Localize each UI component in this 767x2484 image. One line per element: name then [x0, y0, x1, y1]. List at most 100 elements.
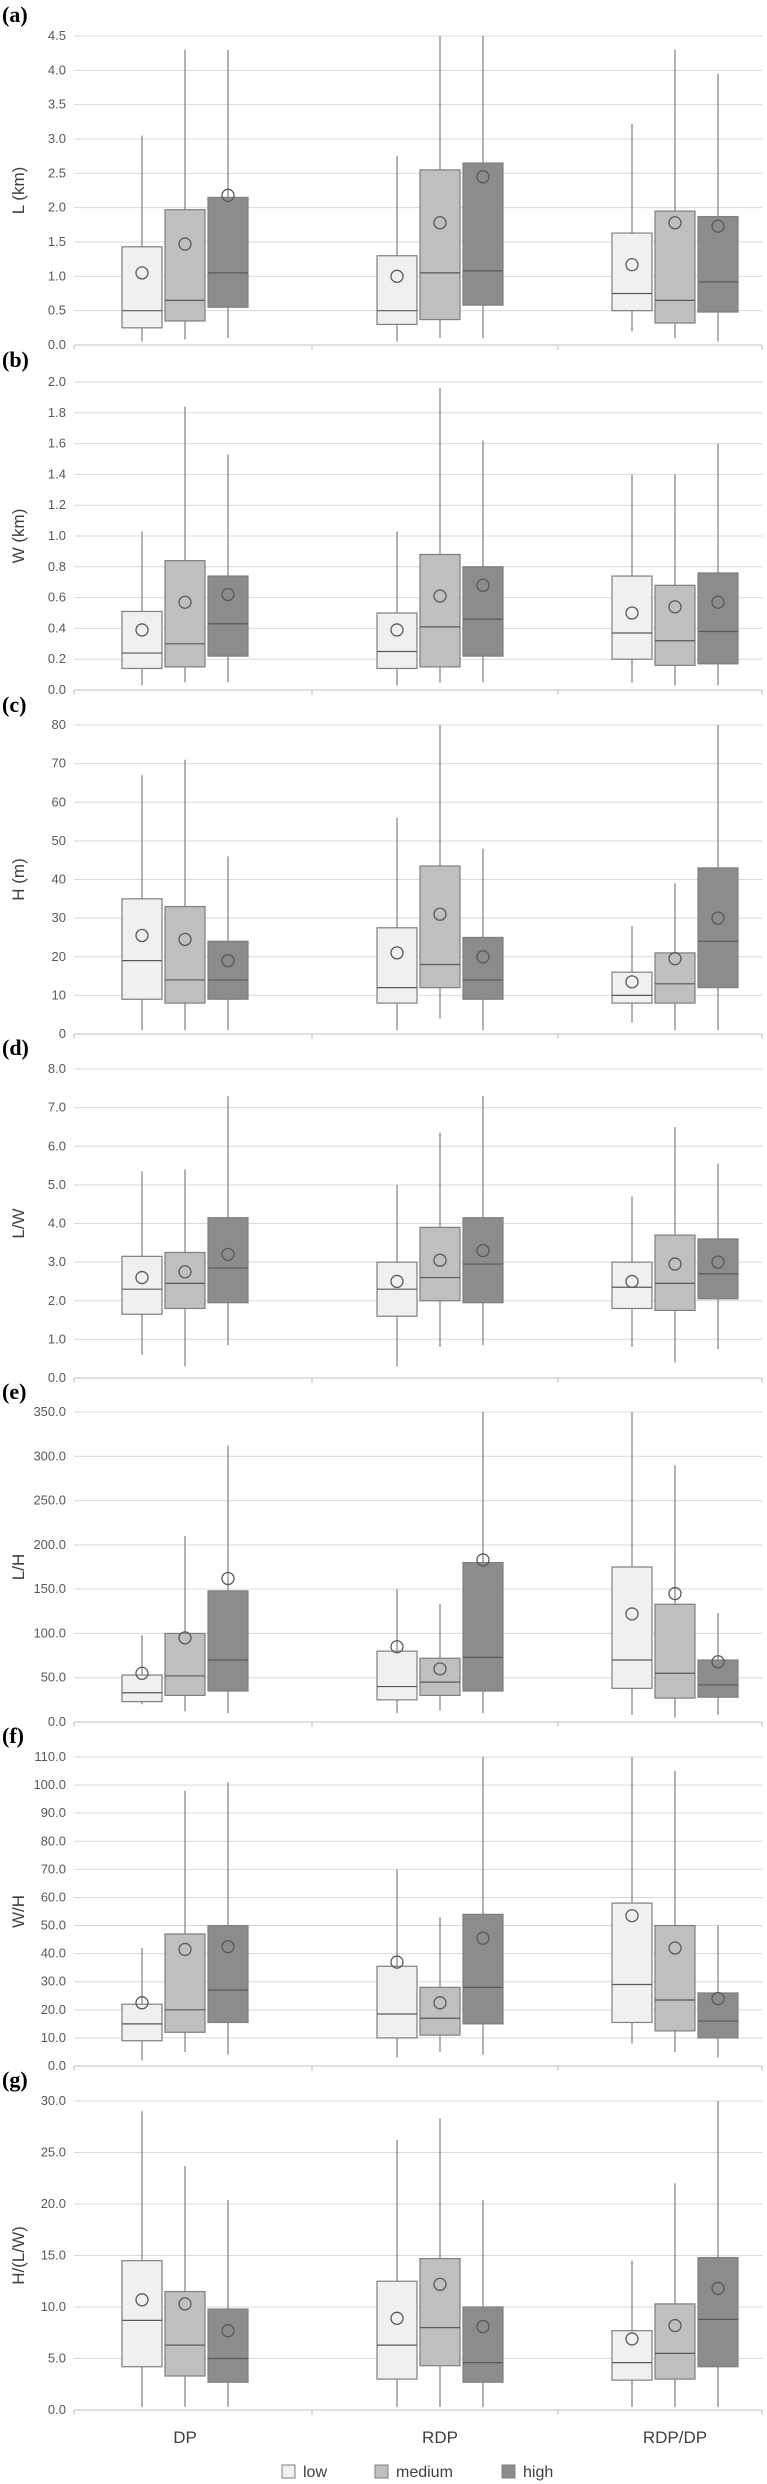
y-tick-label: 10 — [52, 987, 66, 1002]
y-tick-label: 40.0 — [41, 1946, 66, 1961]
box-low — [376, 1965, 418, 2039]
box-low — [121, 1255, 163, 1315]
y-tick-label: 15.0 — [41, 2248, 66, 2263]
box-medium — [654, 2303, 696, 2380]
mean-marker — [135, 1996, 149, 2010]
y-tick-label: 3.0 — [48, 1254, 66, 1269]
y-tick-label: 50 — [52, 833, 66, 848]
box-high — [462, 566, 504, 657]
mean-marker — [476, 578, 490, 592]
box-high — [207, 1590, 249, 1692]
box-high — [207, 196, 249, 308]
box-low — [376, 1650, 418, 1701]
panel-label: (d) — [2, 1035, 29, 1060]
mean-marker — [221, 1571, 235, 1586]
box-medium — [654, 952, 696, 1004]
mean-marker — [135, 2293, 149, 2307]
mean-marker — [390, 269, 404, 283]
y-tick-label: 1.5 — [48, 234, 66, 249]
y-tick-label: 350.0 — [33, 1404, 66, 1419]
y-tick-label: 1.4 — [48, 466, 66, 481]
y-tick-label: 30 — [52, 910, 66, 925]
mean-marker — [135, 1666, 149, 1680]
mean-marker — [390, 946, 404, 960]
y-tick-label: 20.0 — [41, 2196, 66, 2211]
y-tick-label: 20.0 — [41, 2002, 66, 2017]
box-low — [376, 2280, 418, 2380]
box-low — [121, 610, 163, 670]
legend-label-high: high — [523, 2464, 553, 2481]
box-high — [697, 1238, 739, 1300]
mean-marker — [178, 1265, 192, 1279]
box-high — [697, 215, 739, 313]
y-tick-label: 60 — [52, 794, 66, 809]
mean-marker — [390, 2311, 404, 2325]
box-high — [697, 1659, 739, 1698]
panel-label: (g) — [2, 2067, 28, 2092]
mean-marker — [476, 1553, 490, 1567]
mean-marker — [221, 587, 235, 602]
mean-marker — [178, 595, 192, 609]
y-tick-label: 80 — [52, 717, 66, 732]
panel-label: (f) — [2, 1723, 24, 1748]
mean-marker — [625, 975, 639, 989]
legend-swatch-low — [281, 2464, 296, 2479]
box-medium — [164, 2290, 206, 2377]
mean-marker — [711, 911, 725, 925]
y-tick-label: 3.0 — [48, 131, 66, 146]
mean-marker — [625, 1274, 639, 1289]
mean-marker — [433, 216, 447, 230]
y-tick-label: 0.0 — [48, 682, 66, 697]
box-low — [376, 255, 418, 326]
box-high — [697, 572, 739, 665]
mean-marker — [221, 1247, 235, 1262]
y-axis-label: L/W — [9, 1208, 28, 1238]
y-tick-label: 3.5 — [48, 97, 66, 112]
legend-swatch-medium — [374, 2464, 389, 2479]
box-medium — [164, 1251, 206, 1310]
mean-marker — [625, 1607, 639, 1621]
box-medium — [419, 865, 461, 989]
mean-marker — [433, 1253, 447, 1267]
mean-marker — [390, 1640, 404, 1654]
box-medium — [419, 1657, 461, 1697]
box-low — [121, 898, 163, 1000]
y-tick-label: 0.5 — [48, 303, 66, 318]
y-tick-label: 1.0 — [48, 268, 66, 283]
mean-marker — [625, 2332, 639, 2346]
box-low — [611, 575, 653, 660]
y-tick-label: 0 — [59, 1026, 66, 1041]
box-high — [462, 1217, 504, 1304]
y-tick-label: 4.0 — [48, 62, 66, 77]
box-high — [462, 1561, 504, 1692]
panel-label: (b) — [2, 347, 29, 372]
y-tick-label: 1.8 — [48, 405, 66, 420]
y-tick-label: 0.6 — [48, 590, 66, 605]
y-tick-label: 1.0 — [48, 1331, 66, 1346]
y-tick-label: 10.0 — [41, 2299, 66, 2314]
legend-label-medium: medium — [396, 2464, 453, 2481]
box-low — [376, 612, 418, 670]
mean-marker — [476, 2319, 490, 2334]
mean-marker — [178, 2297, 192, 2311]
mean-marker — [135, 928, 149, 943]
y-tick-label: 1.6 — [48, 436, 66, 451]
mean-marker — [221, 188, 235, 202]
panel-label: (e) — [2, 1379, 26, 1404]
box-low — [121, 2003, 163, 2042]
mean-marker — [390, 623, 404, 637]
box-medium — [654, 1234, 696, 1312]
box-medium — [164, 560, 206, 668]
y-tick-label: 40 — [52, 872, 66, 887]
y-tick-label: 1.2 — [48, 497, 66, 512]
mean-marker — [668, 952, 682, 966]
y-tick-label: 50.0 — [41, 1670, 66, 1685]
y-tick-label: 0.0 — [48, 337, 66, 352]
mean-marker — [135, 1270, 149, 1285]
y-tick-label: 4.0 — [48, 1216, 66, 1231]
mean-marker — [668, 2318, 682, 2333]
y-tick-label: 2.0 — [48, 200, 66, 215]
y-tick-label: 80.0 — [41, 1833, 66, 1848]
box-medium — [654, 210, 696, 324]
y-tick-label: 10.0 — [41, 2030, 66, 2045]
